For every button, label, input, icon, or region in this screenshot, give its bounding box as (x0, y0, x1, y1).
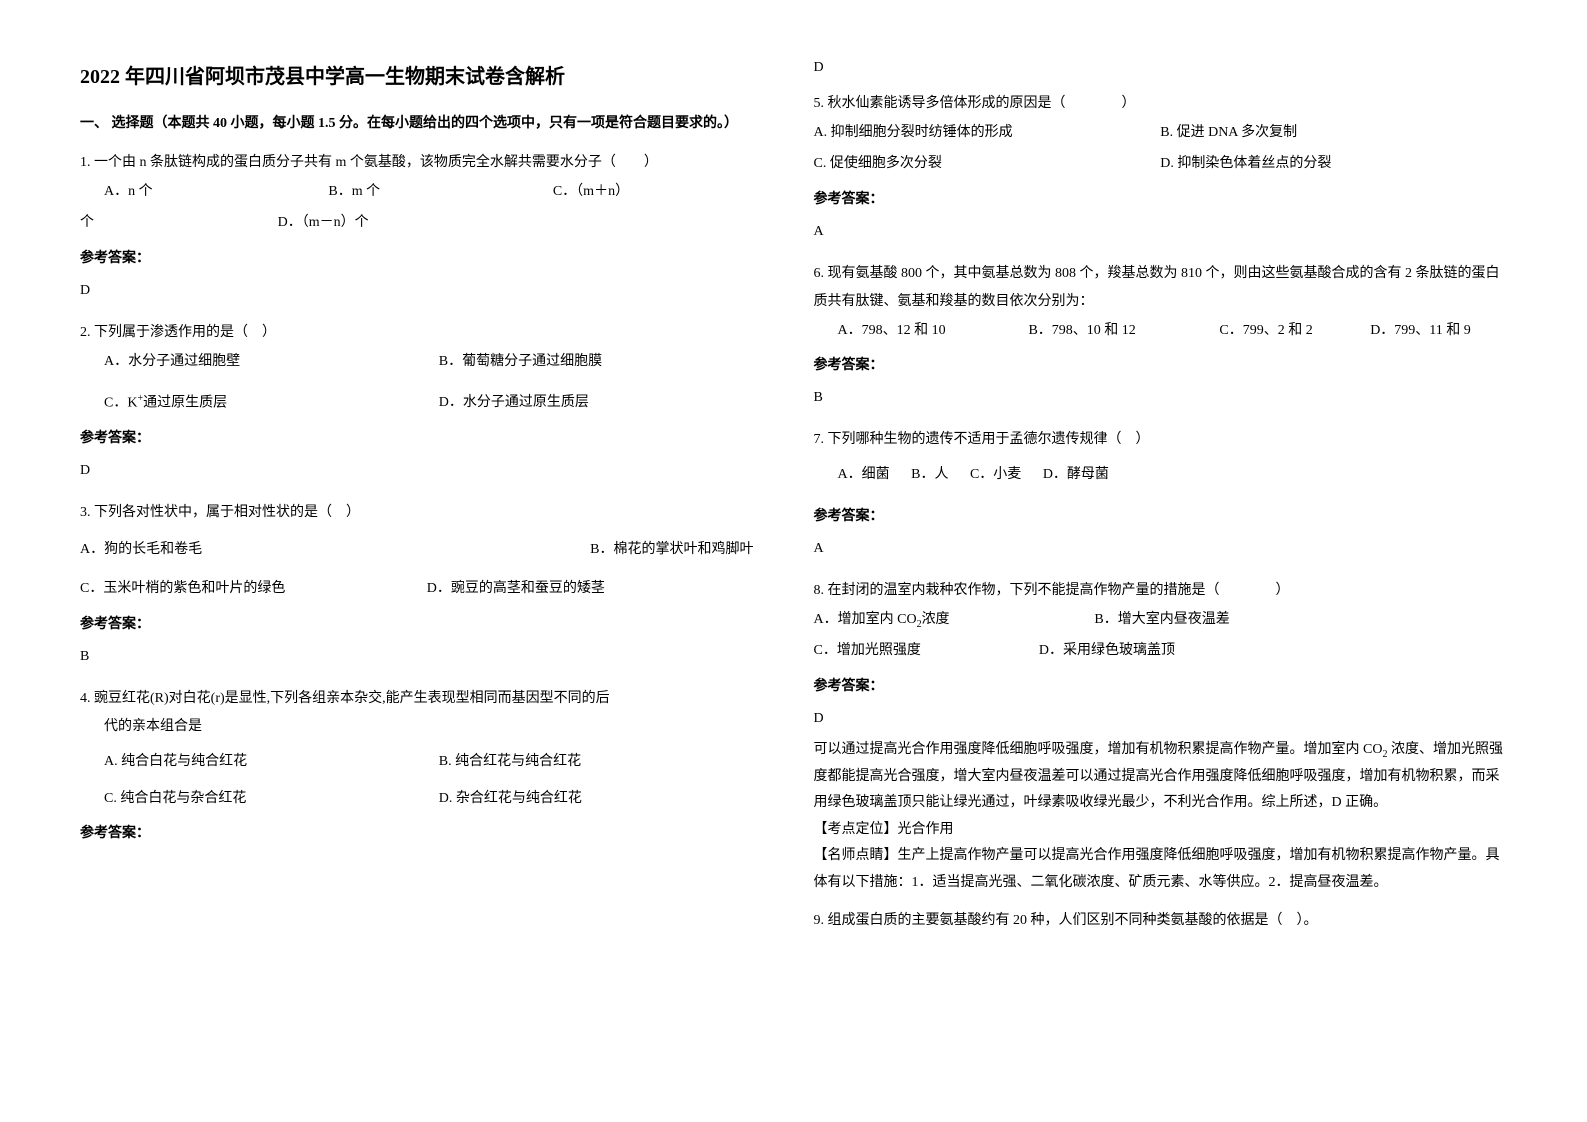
option-d: D．799、11 和 9 (1370, 316, 1471, 347)
answer-value: B (814, 384, 1508, 412)
section-header: 一、 选择题（本题共 40 小题，每小题 1.5 分。在每小题给出的四个选项中，… (80, 113, 774, 135)
option-a: A．细菌 (838, 460, 890, 491)
question-text: 7. 下列哪种生物的遗传不适用于孟德尔遗传规律（ ） (814, 426, 1508, 454)
question-text: 3. 下列各对性状中，属于相对性状的是（ ） (80, 499, 774, 527)
option-a: A．n 个 (104, 177, 325, 208)
option-a: A. 抑制细胞分裂时纺锤体的形成 (814, 118, 1161, 149)
answer-value: A (814, 218, 1508, 246)
question-4: 4. 豌豆红花(R)对白花(r)是显性,下列各组亲本杂交,能产生表现型相同而基因… (80, 685, 774, 849)
question-6: 6. 现有氨基酸 800 个，其中氨基总数为 808 个，羧基总数为 810 个… (814, 260, 1508, 413)
option-b: B．葡萄糖分子通过细胞膜 (439, 347, 774, 378)
option-d: D．水分子通过原生质层 (439, 388, 774, 419)
question-options: A．798、12 和 10 B．798、10 和 12 C．799、2 和 2 … (814, 316, 1508, 347)
question-options: A．水分子通过细胞壁 B．葡萄糖分子通过细胞膜 C．K+通过原生质层 D．水分子… (80, 347, 774, 419)
option-d: D．酵母菌 (1043, 460, 1109, 491)
option-d: D．（m－n）个 (278, 208, 369, 239)
answer-label: 参考答案： (814, 503, 1508, 531)
answer-label: 参考答案： (814, 186, 1508, 214)
option-a: A．798、12 和 10 (838, 316, 1025, 347)
option-b: B．人 (911, 460, 948, 491)
question-1: 1. 一个由 n 条肽链构成的蛋白质分子共有 m 个氨基酸，该物质完全水解共需要… (80, 149, 774, 305)
right-column: D 5. 秋水仙素能诱导多倍体形成的原因是（ ） A. 抑制细胞分裂时纺锤体的形… (814, 60, 1508, 945)
option-b: B. 促进 DNA 多次复制 (1160, 118, 1507, 149)
question-5: 5. 秋水仙素能诱导多倍体形成的原因是（ ） A. 抑制细胞分裂时纺锤体的形成 … (814, 90, 1508, 246)
question-8: 8. 在封闭的温室内栽种农作物，下列不能提高作物产量的措施是（ ） A．增加室内… (814, 577, 1508, 896)
answer-label: 参考答案： (80, 245, 774, 273)
option-d: D. 抑制染色体着丝点的分裂 (1160, 149, 1507, 180)
question-options-line2: 个 D．（m－n）个 (80, 208, 774, 239)
option-d: D. 杂合红花与纯合红花 (439, 784, 774, 815)
question-text: 5. 秋水仙素能诱导多倍体形成的原因是（ ） (814, 90, 1508, 118)
question-text: 2. 下列属于渗透作用的是（ ） (80, 319, 774, 347)
option-c-cont: 个 (80, 208, 274, 239)
exam-page: 2022 年四川省阿坝市茂县中学高一生物期末试卷含解析 一、 选择题（本题共 4… (80, 60, 1507, 945)
option-c: C．玉米叶梢的紫色和叶片的绿色 (80, 574, 427, 605)
answer-value: A (814, 535, 1508, 563)
question-7: 7. 下列哪种生物的遗传不适用于孟德尔遗传规律（ ） A．细菌 B．人 C．小麦… (814, 426, 1508, 563)
question-3: 3. 下列各对性状中，属于相对性状的是（ ） A．狗的长毛和卷毛 B．棉花的掌状… (80, 499, 774, 671)
option-b: B．m 个 (328, 177, 549, 208)
option-b: B. 纯合红花与纯合红花 (439, 747, 774, 778)
answer-label: 参考答案： (80, 611, 774, 639)
option-d: D．采用绿色玻璃盖顶 (1039, 636, 1175, 667)
question-text: 1. 一个由 n 条肽链构成的蛋白质分子共有 m 个氨基酸，该物质完全水解共需要… (80, 149, 774, 177)
question-options: A. 抑制细胞分裂时纺锤体的形成 B. 促进 DNA 多次复制 C. 促使细胞多… (814, 118, 1508, 180)
question-9: 9. 组成蛋白质的主要氨基酸约有 20 种，人们区别不同种类氨基酸的依据是（ ）… (814, 907, 1508, 935)
question-text: 9. 组成蛋白质的主要氨基酸约有 20 种，人们区别不同种类氨基酸的依据是（ ）… (814, 907, 1508, 935)
answer-value-q4: D (814, 60, 1508, 76)
option-a: A. 纯合白花与纯合红花 (104, 747, 439, 778)
question-text: 8. 在封闭的温室内栽种农作物，下列不能提高作物产量的措施是（ ） (814, 577, 1508, 605)
explanation-text: 可以通过提高光合作用强度降低细胞呼吸强度，增加有机物积累提高作物产量。增加室内 … (814, 737, 1508, 817)
answer-label: 参考答案： (80, 820, 774, 848)
option-b: B．棉花的掌状叶和鸡脚叶 (417, 535, 774, 566)
option-c: C. 纯合白花与杂合红花 (104, 784, 439, 815)
topic-label: 【考点定位】光合作用 (814, 817, 1508, 844)
question-text-cont: 代的亲本组合是 (80, 713, 774, 741)
exam-title: 2022 年四川省阿坝市茂县中学高一生物期末试卷含解析 (80, 60, 774, 89)
question-text: 4. 豌豆红花(R)对白花(r)是显性,下列各组亲本杂交,能产生表现型相同而基因… (80, 685, 774, 713)
question-options: A．增加室内 CO2浓度 B．增大室内昼夜温差 C．增加光照强度 D．采用绿色玻… (814, 605, 1508, 667)
option-b: B．增大室内昼夜温差 (1094, 605, 1229, 636)
option-c: C．799、2 和 2 (1219, 316, 1366, 347)
option-c: C．增加光照强度 (814, 636, 1036, 667)
question-options: A．n 个 B．m 个 C．（m＋n） (80, 177, 774, 208)
answer-label: 参考答案： (814, 352, 1508, 380)
option-a: A．水分子通过细胞壁 (104, 347, 439, 378)
option-c: C．小麦 (970, 460, 1021, 491)
option-b: B．798、10 和 12 (1028, 316, 1215, 347)
answer-value: D (80, 277, 774, 305)
question-options: A．狗的长毛和卷毛 B．棉花的掌状叶和鸡脚叶 C．玉米叶梢的紫色和叶片的绿色 D… (80, 535, 774, 605)
question-text: 6. 现有氨基酸 800 个，其中氨基总数为 808 个，羧基总数为 810 个… (814, 260, 1508, 316)
question-options: A. 纯合白花与纯合红花 B. 纯合红花与纯合红花 C. 纯合白花与杂合红花 D… (80, 747, 774, 815)
question-options: A．细菌 B．人 C．小麦 D．酵母菌 (814, 460, 1508, 491)
option-c: C．（m＋n） (553, 177, 754, 208)
tip-text: 【名师点睛】生产上提高作物产量可以提高光合作用强度降低细胞呼吸强度，增加有机物积… (814, 843, 1508, 896)
answer-value: B (80, 643, 774, 671)
question-2: 2. 下列属于渗透作用的是（ ） A．水分子通过细胞壁 B．葡萄糖分子通过细胞膜… (80, 319, 774, 485)
answer-label: 参考答案： (814, 673, 1508, 701)
option-a: A．增加室内 CO2浓度 (814, 605, 1091, 636)
option-c: C．K+通过原生质层 (104, 388, 439, 419)
option-c: C. 促使细胞多次分裂 (814, 149, 1161, 180)
option-a: A．狗的长毛和卷毛 (80, 535, 417, 566)
left-column: 2022 年四川省阿坝市茂县中学高一生物期末试卷含解析 一、 选择题（本题共 4… (80, 60, 774, 945)
answer-value: D (80, 457, 774, 485)
option-d: D．豌豆的高茎和蚕豆的矮茎 (427, 574, 774, 605)
answer-label: 参考答案： (80, 425, 774, 453)
answer-value: D (814, 705, 1508, 733)
